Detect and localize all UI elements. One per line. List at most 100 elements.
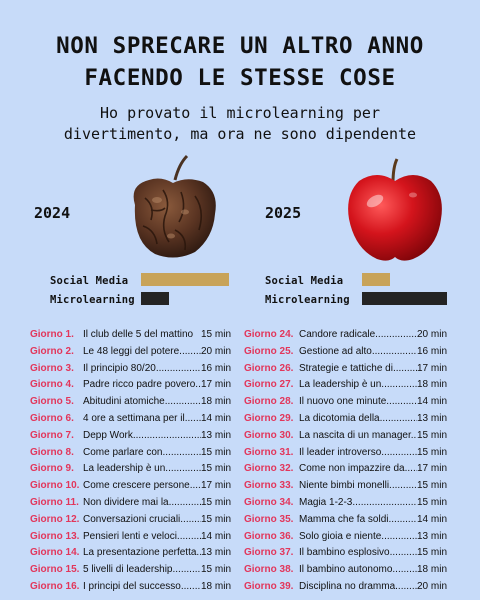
day-row: Giorno 12. Conversazioni cruciali........… — [30, 514, 234, 531]
day-duration: 15 min — [417, 446, 448, 458]
day-label: Giorno 36. — [244, 530, 294, 542]
day-description: Le 48 leggi del potere.......... — [83, 345, 201, 357]
day-description: Il leader introverso............... — [299, 446, 417, 458]
day-description: La leadership è un................ — [83, 463, 201, 475]
day-label: Giorno 16. — [30, 580, 80, 592]
day-duration: 15 min — [417, 429, 448, 441]
day-label: Giorno 7. — [30, 429, 74, 441]
day-row: Giorno 15. 5 livelli di leadership.......… — [30, 564, 234, 581]
day-description: Padre ricco padre povero.. — [83, 379, 201, 391]
day-label: Giorno 28. — [244, 396, 294, 408]
day-description: 5 livelli di leadership........... — [83, 564, 201, 576]
day-duration: 14 min — [417, 513, 448, 525]
title-line-2: FACENDO LE STESSE COSE — [84, 65, 396, 91]
microlearning-label-2024: Microlearning — [50, 294, 135, 306]
day-label: Giorno 33. — [244, 480, 294, 492]
day-label: Giorno 12. — [30, 513, 80, 525]
day-duration: 15 min — [201, 463, 232, 475]
day-description: Come crescere persone........ — [83, 480, 201, 492]
day-description: La leadership è un............... — [299, 379, 417, 391]
microlearning-bar-2024 — [141, 292, 169, 305]
day-row: Giorno 13. Pensieri lenti e veloci.......… — [30, 531, 234, 548]
day-label: Giorno 24. — [244, 329, 294, 340]
day-duration: 13 min — [201, 429, 232, 441]
day-duration: 20 min — [201, 345, 232, 357]
day-label: Giorno 31. — [244, 446, 294, 458]
day-row: Giorno 38. Il bambino autonomo...........… — [244, 564, 448, 581]
day-duration: 17 min — [201, 379, 232, 391]
day-duration: 15 min — [417, 480, 448, 492]
day-label: Giorno 2. — [30, 345, 74, 357]
day-row: Giorno 27. La leadership è un............… — [244, 379, 448, 396]
day-row: Giorno 9. La leadership è un.............… — [30, 463, 234, 480]
day-row: Giorno 25. Gestione ad alto..............… — [244, 346, 448, 363]
day-duration: 18 min — [201, 396, 232, 408]
day-label: Giorno 34. — [244, 496, 294, 508]
microlearning-label-2025: Microlearning — [265, 294, 350, 306]
day-description: Il nuovo one minute............... — [299, 396, 417, 408]
day-row: Giorno 11. Non dividere mai la...........… — [30, 497, 234, 514]
day-label: Giorno 39. — [244, 580, 294, 592]
year-2024-label: 2024 — [34, 204, 71, 222]
day-row: Giorno 29. La dicotomia della............… — [244, 413, 448, 430]
day-label: Giorno 32. — [244, 463, 294, 475]
day-description: Non dividere mai la.............. — [83, 496, 201, 508]
year-2025-label: 2025 — [265, 204, 302, 222]
day-label: Giorno 15. — [30, 564, 80, 576]
day-description: Depp Work............................ — [83, 429, 201, 441]
day-row: Giorno 34. Magia 1-2-3...................… — [244, 497, 448, 514]
title-line-1: NON SPRECARE UN ALTRO ANNO — [56, 33, 424, 59]
day-label: Giorno 30. — [244, 429, 294, 441]
day-duration: 13 min — [201, 547, 232, 559]
day-row: Giorno 33. Niente bimbi monelli..........… — [244, 480, 448, 497]
day-duration: 17 min — [417, 362, 448, 374]
day-duration: 18 min — [417, 379, 448, 391]
day-description: Gestione ad alto...................... — [299, 345, 417, 357]
day-duration: 17 min — [201, 480, 232, 492]
day-duration: 14 min — [417, 396, 448, 408]
day-label: Giorno 11. — [30, 496, 79, 508]
day-row: Giorno 7. Depp Work......................… — [30, 430, 234, 447]
day-label: Giorno 14. — [30, 547, 80, 559]
day-description: I principi del successo.......... — [83, 580, 201, 592]
day-label: Giorno 29. — [244, 412, 294, 424]
subtitle-line-1: Ho provato il microlearning per — [100, 104, 380, 122]
red-apple-image — [348, 158, 442, 261]
day-label: Giorno 5. — [30, 396, 74, 408]
day-duration: 15 min — [201, 329, 232, 340]
day-duration: 13 min — [417, 412, 448, 424]
social-media-bar-2024 — [141, 273, 229, 286]
day-label: Giorno 10. — [30, 480, 80, 492]
page-title: NON SPRECARE UN ALTRO ANNO FACENDO LE ST… — [0, 30, 480, 94]
day-duration: 16 min — [201, 362, 232, 374]
day-row: Giorno 36. Solo gioia e niente...........… — [244, 531, 448, 548]
day-row: Giorno 3. Il principio 80/20.............… — [30, 363, 234, 380]
day-row: Giorno 14. La presentazione perfetta... 13… — [30, 547, 234, 564]
day-description: Strategie e tattiche di........... — [299, 362, 417, 374]
day-row: Giorno 8. Come parlare con...............… — [30, 447, 234, 464]
day-row: Giorno 28. Il nuovo one minute...........… — [244, 396, 448, 413]
day-label: Giorno 1. — [30, 329, 74, 340]
day-label: Giorno 38. — [244, 564, 294, 576]
day-duration: 15 min — [201, 564, 232, 576]
days-list-left: Giorno 1. Il club delle 5 del mattino 15 m… — [30, 329, 234, 598]
day-description: Niente bimbi monelli............. — [299, 480, 417, 492]
day-duration: 14 min — [201, 412, 232, 424]
day-description: Pensieri lenti e veloci........... — [83, 530, 201, 542]
day-duration: 15 min — [417, 547, 448, 559]
day-row: Giorno 26. Strategie e tattiche di.......… — [244, 363, 448, 380]
day-description: Magia 1-2-3.............................… — [299, 496, 417, 508]
day-row: Giorno 24. Candore radicale..............… — [244, 329, 448, 346]
day-label: Giorno 35. — [244, 513, 294, 525]
days-list-right: Giorno 24. Candore radicale..............… — [244, 329, 448, 598]
day-row: Giorno 16. I principi del successo.......… — [30, 581, 234, 598]
day-label: Giorno 8. — [30, 446, 74, 458]
day-row: Giorno 39. Disciplina no dramma..........… — [244, 581, 448, 598]
social-media-bar-2025 — [362, 273, 390, 286]
day-duration: 18 min — [417, 564, 448, 576]
day-description: Solo gioia e niente................. — [299, 530, 417, 542]
day-label: Giorno 25. — [244, 345, 294, 357]
day-label: Giorno 9. — [30, 463, 74, 475]
day-row: Giorno 30. La nascita di un manager.... 15… — [244, 430, 448, 447]
day-row: Giorno 32. Come non impazzire da........ 1… — [244, 463, 448, 480]
